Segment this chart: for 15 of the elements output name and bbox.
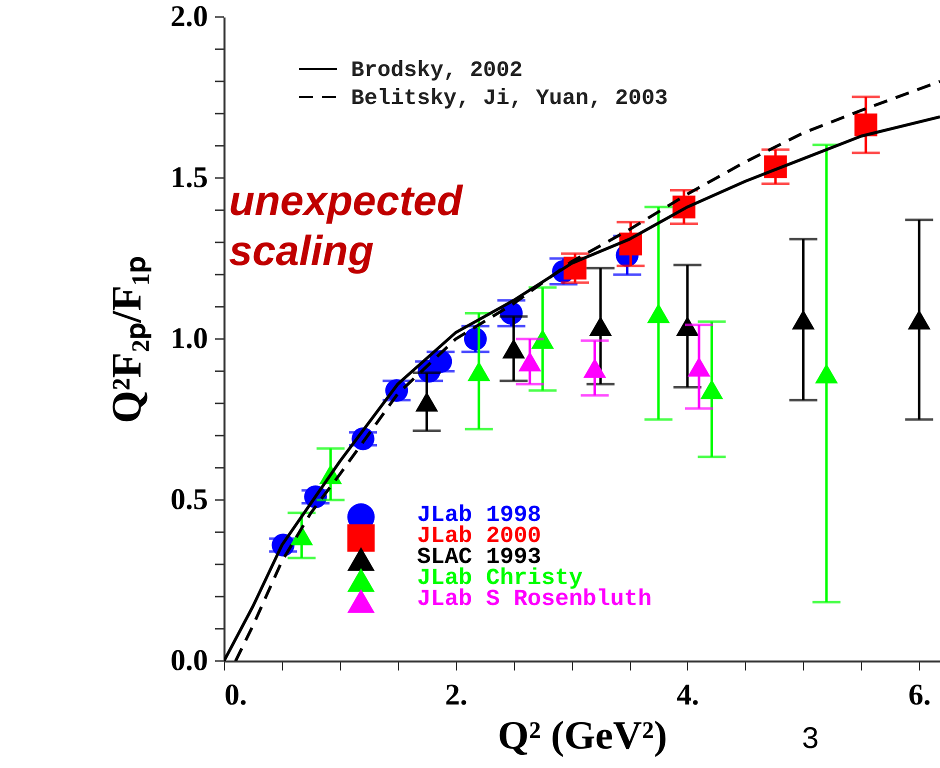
y-tick-label: 2.0 (170, 0, 208, 33)
y-tick-label: 1.0 (170, 322, 208, 355)
legend-label: Brodsky, 2002 (351, 58, 523, 83)
y-tick-label: 0.0 (170, 644, 208, 677)
text: 3 (802, 722, 819, 755)
legend-label: Belitsky, Ji, Yuan, 2003 (351, 86, 668, 111)
x-tick-label: 2. (444, 678, 468, 712)
x-tick-label: 0. (224, 678, 247, 712)
x-axis-title: Q² (GeV²) (498, 712, 668, 758)
y-tick-label: 1.5 (170, 161, 208, 194)
x-tick-label: 4. (676, 678, 700, 712)
y-axis-title: Q²F₂ₚ/F₁ₚ (104, 256, 152, 424)
annotation: unexpected scaling (229, 177, 464, 274)
x-tick-label: 6. (908, 678, 931, 712)
y-tick-label: 0.5 (170, 483, 208, 516)
